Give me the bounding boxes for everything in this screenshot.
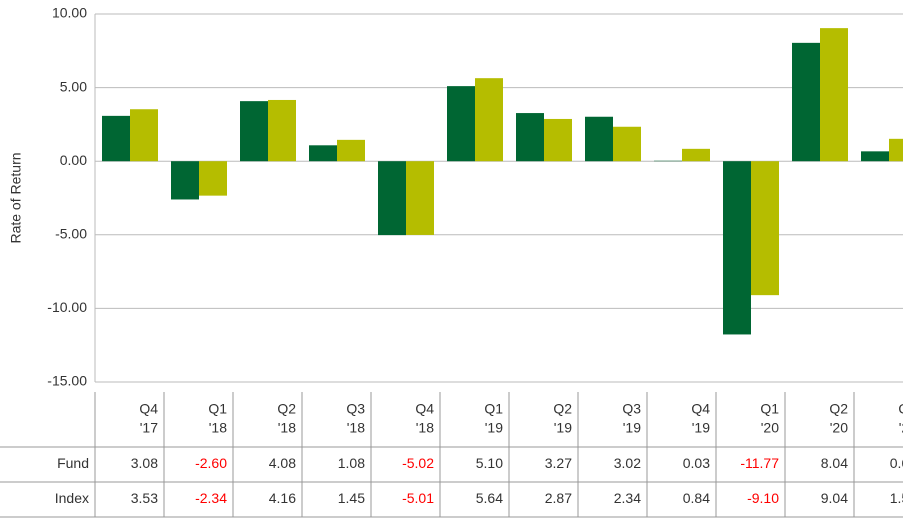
x-tick-label: Q4 xyxy=(691,401,710,417)
x-tick-label: '18 xyxy=(347,420,365,436)
bar xyxy=(309,145,337,162)
bar xyxy=(378,161,406,236)
x-tick-label: '18 xyxy=(416,420,434,436)
bar xyxy=(792,42,820,162)
x-tick-label: '20 xyxy=(899,420,903,436)
data-label: 1.45 xyxy=(338,490,365,506)
x-tick-label: '19 xyxy=(485,420,503,436)
y-tick-label: -5.00 xyxy=(55,226,87,242)
data-label: 5.10 xyxy=(476,455,503,471)
bar xyxy=(544,118,572,162)
x-tick-label: Q4 xyxy=(139,401,158,417)
bar xyxy=(240,101,268,162)
bar xyxy=(406,161,434,235)
data-label: 3.27 xyxy=(545,455,572,471)
legend-label: Index xyxy=(55,490,89,506)
bar xyxy=(889,138,903,162)
x-tick-label: Q3 xyxy=(346,401,365,417)
x-tick-label: Q1 xyxy=(208,401,227,417)
x-tick-label: Q4 xyxy=(415,401,434,417)
data-label: -11.77 xyxy=(740,455,779,471)
bar xyxy=(475,78,503,162)
x-tick-label: '20 xyxy=(761,420,779,436)
x-tick-label: Q1 xyxy=(760,401,779,417)
bar xyxy=(447,86,475,162)
bar xyxy=(337,139,365,162)
data-label: 3.08 xyxy=(131,455,158,471)
x-tick-label: '17 xyxy=(140,420,158,436)
x-tick-label: Q2 xyxy=(277,401,296,417)
data-label: 0.03 xyxy=(683,455,710,471)
x-tick-label: Q1 xyxy=(484,401,503,417)
data-label: -2.60 xyxy=(195,455,227,471)
bar xyxy=(751,161,779,296)
x-tick-label: Q2 xyxy=(553,401,572,417)
y-tick-label: 5.00 xyxy=(60,78,87,94)
data-label: 0.67 xyxy=(890,455,903,471)
y-axis-label: Rate of Return xyxy=(8,152,24,243)
bar xyxy=(102,115,130,162)
data-label: 4.08 xyxy=(269,455,296,471)
legend-label: Fund xyxy=(57,455,89,471)
data-label: -5.02 xyxy=(402,455,434,471)
data-label: 1.08 xyxy=(338,455,365,471)
x-tick-label: Q3 xyxy=(622,401,641,417)
data-label: -9.10 xyxy=(747,490,779,506)
data-label: 9.04 xyxy=(821,490,848,506)
y-tick-label: -15.00 xyxy=(47,373,87,389)
bar xyxy=(585,116,613,162)
data-label: 2.87 xyxy=(545,490,572,506)
x-tick-label: Q2 xyxy=(829,401,848,417)
bar xyxy=(820,28,848,162)
data-label: 3.02 xyxy=(614,455,641,471)
bar xyxy=(516,113,544,162)
x-tick-label: '20 xyxy=(830,420,848,436)
bar xyxy=(171,161,199,200)
data-label: -5.01 xyxy=(402,490,434,506)
y-tick-label: 10.00 xyxy=(52,5,87,21)
data-label: -2.34 xyxy=(195,490,227,506)
data-label: 1.52 xyxy=(890,490,903,506)
bar xyxy=(861,151,889,162)
x-tick-label: '18 xyxy=(209,420,227,436)
x-tick-label: '19 xyxy=(692,420,710,436)
x-tick-label: '19 xyxy=(554,420,572,436)
bar xyxy=(268,99,296,162)
data-label: 8.04 xyxy=(821,455,848,471)
x-tick-label: '18 xyxy=(278,420,296,436)
bar xyxy=(613,126,641,162)
bar xyxy=(130,109,158,162)
data-label: 0.84 xyxy=(683,490,710,506)
bar xyxy=(682,148,710,162)
bar xyxy=(199,161,227,196)
data-label: 4.16 xyxy=(269,490,296,506)
data-label: 5.64 xyxy=(476,490,503,506)
x-tick-label: Q3 xyxy=(898,401,903,417)
y-tick-label: 0.00 xyxy=(60,152,87,168)
y-tick-label: -10.00 xyxy=(47,299,87,315)
bar xyxy=(723,161,751,335)
data-label: 2.34 xyxy=(614,490,641,506)
data-label: 3.53 xyxy=(131,490,158,506)
x-tick-label: '19 xyxy=(623,420,641,436)
